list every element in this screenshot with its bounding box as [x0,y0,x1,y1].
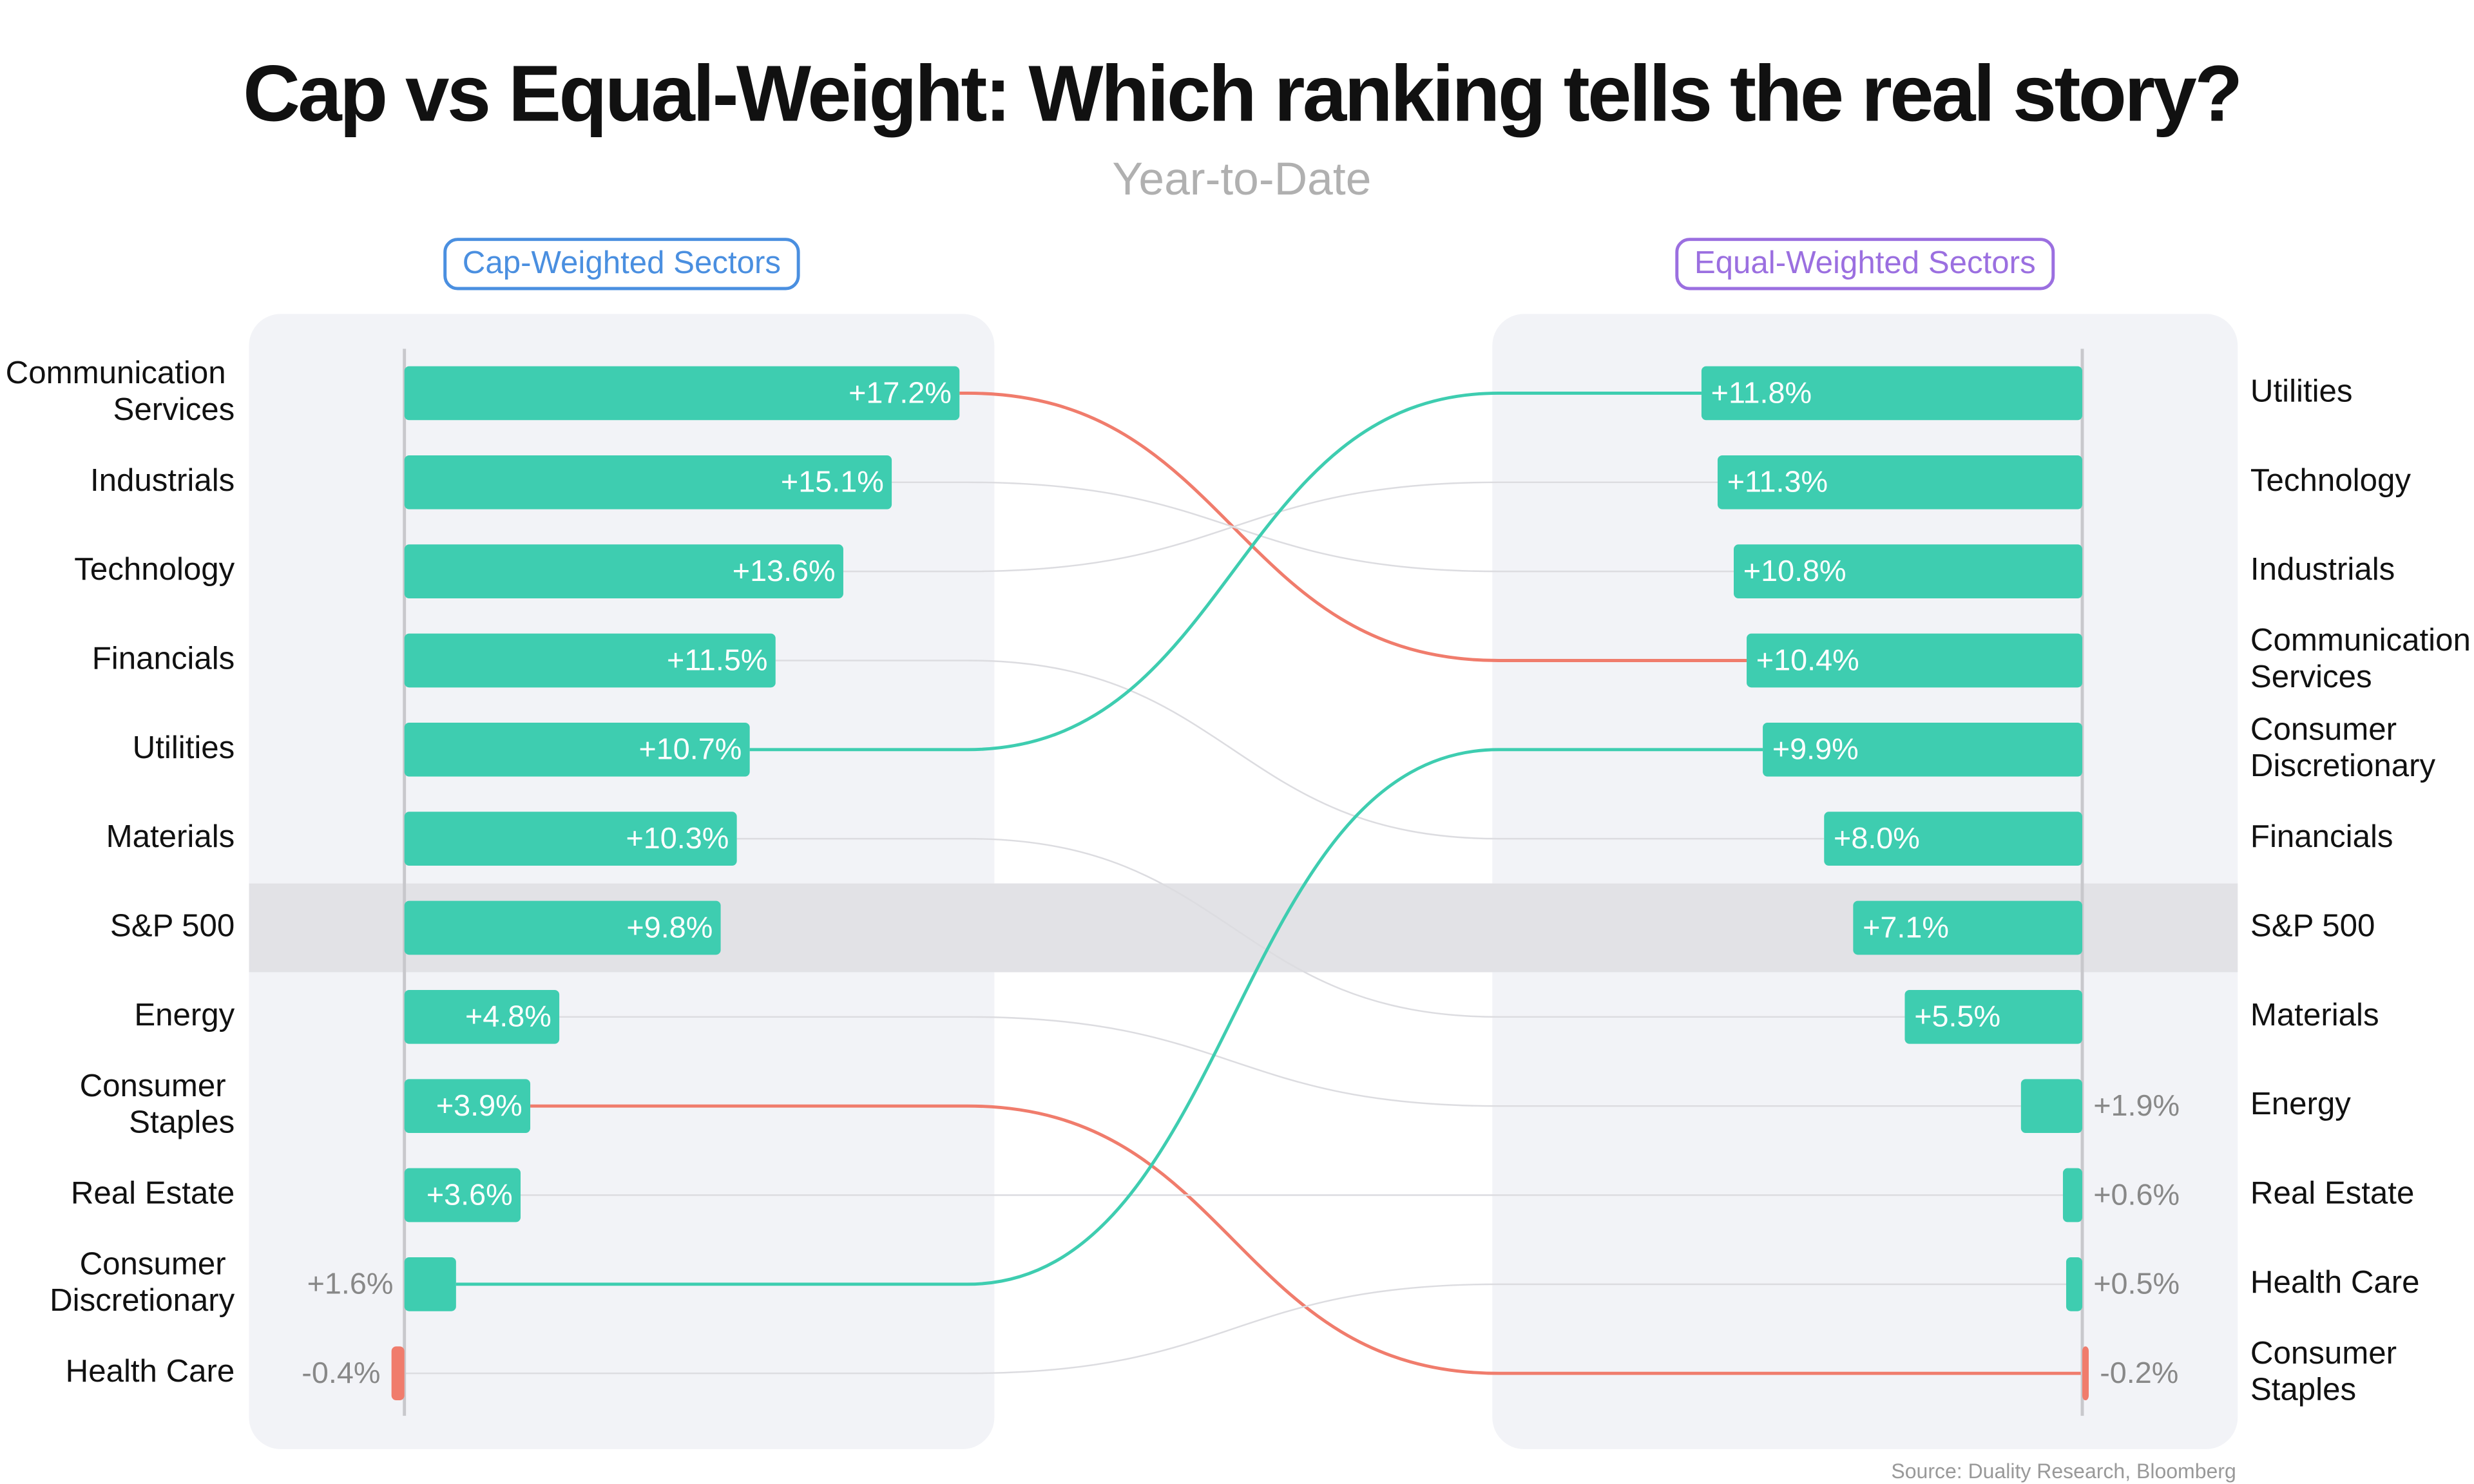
value-label: +11.5% [667,643,767,676]
value-label: +4.8% [465,1000,551,1033]
panel-title: Cap-Weighted Sectors [463,245,781,280]
rank-connector [736,837,1905,1018]
category-label: Real Estate [71,1175,235,1211]
chart-subtitle: Year-to-Date [1112,153,1371,205]
rank-connector [455,748,1763,1286]
bar [2020,1079,2082,1134]
bar [1747,633,2082,688]
bar [391,1346,405,1401]
bar [404,455,892,509]
bar [2062,1168,2082,1222]
value-label: +9.9% [1772,732,1859,766]
bar [1717,455,2082,509]
category-label: Communication Services [2250,622,2474,694]
rank-connector [775,660,1825,840]
panel-title-box [1675,238,2055,290]
category-label: Energy [134,997,235,1032]
chart-title: Cap vs Equal-Weight: Which ranking tells… [243,50,2241,138]
value-label: +10.3% [626,821,729,855]
bar [404,1168,521,1222]
category-label: Communication Services [6,355,235,427]
rank-connector [404,1283,2066,1375]
panel-title-box [443,238,800,290]
category-label: Industrials [2250,551,2395,587]
value-label: +15.1% [781,465,884,499]
value-label: +11.3% [1727,465,1828,499]
bar [404,544,843,598]
category-label: Real Estate [2250,1175,2414,1211]
bar [404,1079,531,1134]
value-label: +10.8% [1743,554,1846,587]
category-label: Industrials [90,462,235,498]
category-label: Health Care [66,1353,235,1389]
bar [404,722,750,777]
value-label: -0.2% [2100,1356,2178,1389]
category-label: S&P 500 [110,908,235,943]
bar [1701,366,2082,421]
value-label: +11.8% [1711,376,1812,409]
bar [1824,812,2082,866]
value-label: +10.7% [639,732,742,766]
category-label: Consumer Discretionary [2250,712,2436,784]
category-label: Consumer Staples [2250,1335,2406,1407]
category-label: Materials [106,819,235,854]
category-label: Utilities [133,730,235,765]
value-label: +3.6% [427,1177,513,1211]
category-label: Energy [2250,1086,2351,1121]
rank-connector [559,1016,2021,1107]
value-label: +10.4% [1756,643,1859,676]
category-label: Technology [2250,462,2411,498]
value-label: +17.2% [849,376,952,409]
category-label: Consumer Discretionary [50,1246,235,1318]
value-label: +8.0% [1834,821,1920,855]
category-label: Health Care [2250,1264,2420,1300]
bar [404,366,960,421]
value-label: +0.5% [2093,1267,2180,1300]
category-label: Utilities [2250,373,2353,408]
category-label: S&P 500 [2250,908,2375,943]
bar [404,989,560,1044]
bar [404,900,721,955]
bar [2082,1346,2089,1401]
bar [404,633,776,688]
source-note: Source: Duality Research, Bloomberg [1891,1460,2236,1483]
value-label: +1.9% [2093,1089,2180,1122]
category-label: Materials [2250,997,2379,1032]
value-label: +5.5% [1914,1000,2000,1033]
value-label: +0.6% [2093,1177,2180,1211]
rank-connector [530,1104,2082,1375]
rank-connector [749,392,1702,752]
panel-title: Equal-Weighted Sectors [1694,245,2036,280]
bar [1904,989,2082,1044]
bar [404,812,737,866]
bar [2066,1257,2082,1311]
bar [1763,722,2082,777]
category-label: Financials [2250,819,2393,854]
category-label: Technology [74,551,235,587]
bar [1734,544,2082,598]
value-label: +1.6% [307,1267,394,1300]
bar [1853,900,2082,955]
rank-connector [843,481,1718,573]
value-label: +7.1% [1863,910,1949,944]
category-label: Consumer Staples [80,1068,235,1140]
value-label: +3.9% [436,1089,523,1122]
bar [404,1257,456,1311]
value-label: +9.8% [626,910,713,944]
category-label: Financials [92,640,235,676]
value-label: -0.4% [302,1356,380,1389]
value-label: +13.6% [733,554,836,587]
